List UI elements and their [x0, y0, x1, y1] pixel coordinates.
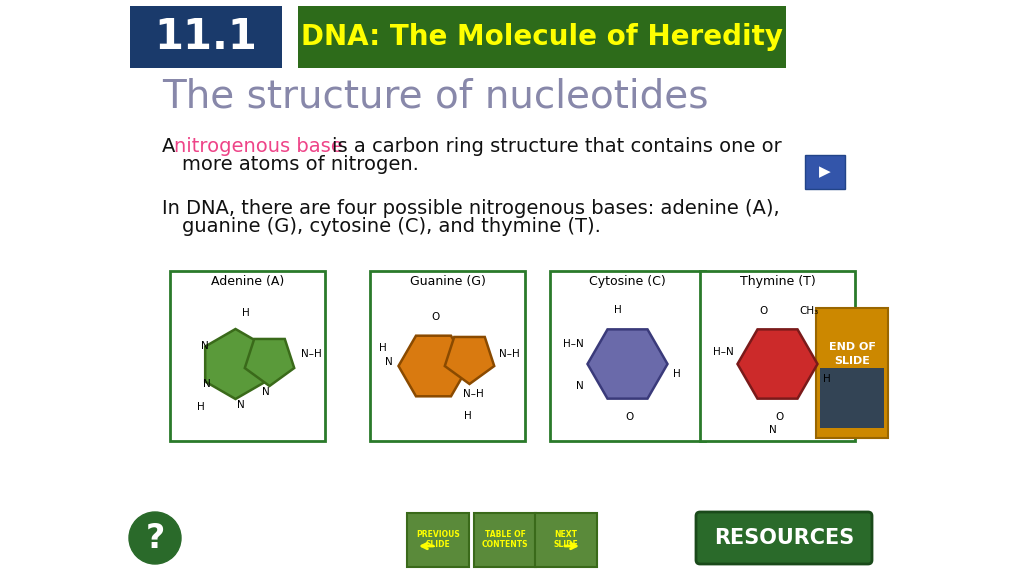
FancyBboxPatch shape [474, 513, 536, 567]
Text: H: H [379, 343, 386, 353]
Text: H: H [197, 402, 205, 412]
Text: The structure of nucleotides: The structure of nucleotides [162, 77, 709, 115]
Text: O: O [431, 312, 439, 322]
FancyBboxPatch shape [550, 271, 705, 441]
Text: H–N: H–N [714, 347, 734, 357]
Text: PREVIOUS: PREVIOUS [416, 530, 460, 539]
Text: CONTENTS: CONTENTS [481, 540, 528, 549]
Polygon shape [398, 336, 469, 396]
FancyBboxPatch shape [407, 513, 469, 567]
Text: H–N: H–N [563, 339, 585, 349]
Polygon shape [245, 339, 294, 386]
Text: H: H [242, 308, 250, 318]
Text: RESOURCES: RESOURCES [714, 528, 854, 548]
FancyBboxPatch shape [805, 155, 845, 189]
Polygon shape [588, 329, 668, 399]
Text: N: N [203, 379, 210, 389]
Text: is a carbon ring structure that contains one or: is a carbon ring structure that contains… [332, 137, 781, 156]
Text: N–H: N–H [301, 349, 323, 359]
Text: nitrogenous base: nitrogenous base [174, 137, 343, 156]
FancyBboxPatch shape [170, 271, 325, 441]
Text: N: N [237, 400, 245, 410]
Text: Guanine (G): Guanine (G) [410, 275, 485, 289]
Circle shape [129, 512, 181, 564]
Text: ▶: ▶ [819, 165, 830, 180]
Text: N: N [385, 357, 392, 367]
FancyBboxPatch shape [696, 512, 872, 564]
FancyBboxPatch shape [130, 6, 282, 68]
Text: In DNA, there are four possible nitrogenous bases: adenine (A),: In DNA, there are four possible nitrogen… [162, 199, 779, 218]
Text: N–H: N–H [464, 389, 484, 399]
Text: CH₃: CH₃ [800, 306, 819, 316]
FancyBboxPatch shape [535, 513, 597, 567]
Text: N–H: N–H [500, 349, 520, 359]
Polygon shape [205, 329, 266, 399]
Text: SLIDE: SLIDE [426, 540, 451, 549]
FancyBboxPatch shape [700, 271, 855, 441]
Text: N: N [261, 387, 269, 397]
FancyBboxPatch shape [820, 368, 884, 428]
Text: N: N [769, 425, 776, 435]
Text: H: H [613, 305, 622, 315]
FancyBboxPatch shape [298, 6, 786, 68]
Text: ?: ? [145, 521, 165, 555]
FancyBboxPatch shape [816, 308, 888, 438]
Text: 11.1: 11.1 [155, 16, 257, 58]
FancyBboxPatch shape [370, 271, 525, 441]
Text: NEXT: NEXT [555, 530, 578, 539]
Text: END OF
SLIDE: END OF SLIDE [828, 342, 876, 366]
Polygon shape [737, 329, 817, 399]
Polygon shape [444, 337, 495, 384]
Text: Adenine (A): Adenine (A) [211, 275, 284, 289]
Text: guanine (G), cytosine (C), and thymine (T).: guanine (G), cytosine (C), and thymine (… [182, 218, 601, 237]
Text: H: H [464, 411, 471, 421]
Text: A: A [162, 137, 181, 156]
Text: N: N [201, 341, 208, 351]
Text: N: N [575, 381, 584, 391]
Text: TABLE OF: TABLE OF [484, 530, 525, 539]
Text: DNA: The Molecule of Heredity: DNA: The Molecule of Heredity [301, 23, 783, 51]
Text: SLIDE: SLIDE [554, 540, 579, 549]
Text: more atoms of nitrogen.: more atoms of nitrogen. [182, 156, 419, 175]
Text: H: H [674, 369, 681, 379]
Text: O: O [760, 306, 768, 316]
Text: O: O [626, 412, 634, 422]
Text: H: H [823, 374, 831, 384]
Text: Thymine (T): Thymine (T) [739, 275, 815, 289]
Text: Cytosine (C): Cytosine (C) [589, 275, 666, 289]
Text: O: O [775, 412, 783, 422]
